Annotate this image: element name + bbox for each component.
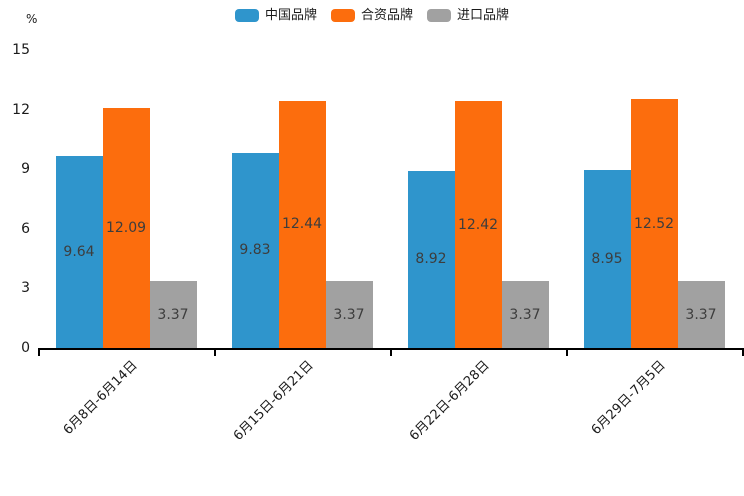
bar-value-label: 12.09 [105, 219, 147, 236]
legend-item-series-1[interactable]: 合资品牌 [330, 8, 413, 23]
bar-value-label: 3.37 [157, 306, 189, 323]
bar-value-label: 12.42 [457, 216, 499, 233]
legend-item-label: 中国品牌 [264, 8, 317, 23]
legend: 中国品牌 合资品牌 进口品牌 [0, 8, 744, 23]
y-tick-label: 9 [21, 161, 30, 178]
x-tick-label: 6月22日-6月28日 [406, 358, 493, 444]
bar-0-group-3 [583, 170, 631, 348]
bar-2-group-1 [325, 281, 373, 348]
legend-marker-icon [427, 9, 451, 22]
bar-2-group-0 [149, 281, 197, 348]
bar-1-group-1 [278, 100, 326, 348]
x-tick-label: 6月8日-6月14日 [60, 358, 141, 438]
x-axis-tick [566, 350, 568, 356]
bar-value-label: 12.44 [281, 216, 323, 233]
legend-item-series-2[interactable]: 进口品牌 [427, 8, 509, 23]
bar-value-label: 3.37 [685, 306, 717, 323]
x-axis-tick [742, 350, 744, 356]
bar-value-label: 3.37 [509, 306, 541, 323]
y-axis-unit-label: % [26, 12, 38, 26]
x-axis-tick [214, 350, 216, 356]
y-tick-label: 12 [12, 101, 30, 118]
y-tick-label: 6 [21, 220, 30, 237]
bar-value-label: 8.92 [415, 251, 447, 268]
bar-0-group-2 [407, 170, 455, 348]
x-axis-tick [38, 350, 40, 356]
legend-item-label: 合资品牌 [360, 8, 413, 23]
bar-0-group-1 [231, 152, 279, 348]
bar-1-group-3 [630, 99, 678, 348]
bar-value-label: 8.95 [591, 251, 623, 268]
bar-value-label: 3.37 [333, 306, 365, 323]
x-tick-label: 6月15日-6月21日 [230, 358, 317, 444]
y-tick-label: 0 [21, 340, 30, 356]
legend-item-series-0[interactable]: 中国品牌 [234, 8, 317, 23]
legend-marker-icon [234, 9, 259, 22]
bar-0-group-0 [55, 156, 103, 348]
x-tick-label: 6月29日-7月5日 [588, 358, 669, 438]
x-axis-line [38, 348, 744, 350]
bar-1-group-2 [454, 101, 502, 348]
y-tick-label: 3 [21, 280, 30, 297]
bar-2-group-3 [677, 281, 725, 348]
legend-marker-icon [330, 9, 355, 22]
legend-item-label: 进口品牌 [457, 8, 510, 23]
x-axis-tick [390, 350, 392, 356]
y-tick-label: 15 [12, 42, 30, 58]
bar-value-label: 12.52 [633, 215, 675, 232]
bar-2-group-2 [501, 281, 549, 348]
bar-value-label: 9.64 [63, 244, 95, 261]
bar-value-label: 9.83 [239, 242, 271, 259]
bar-1-group-0 [102, 107, 150, 348]
